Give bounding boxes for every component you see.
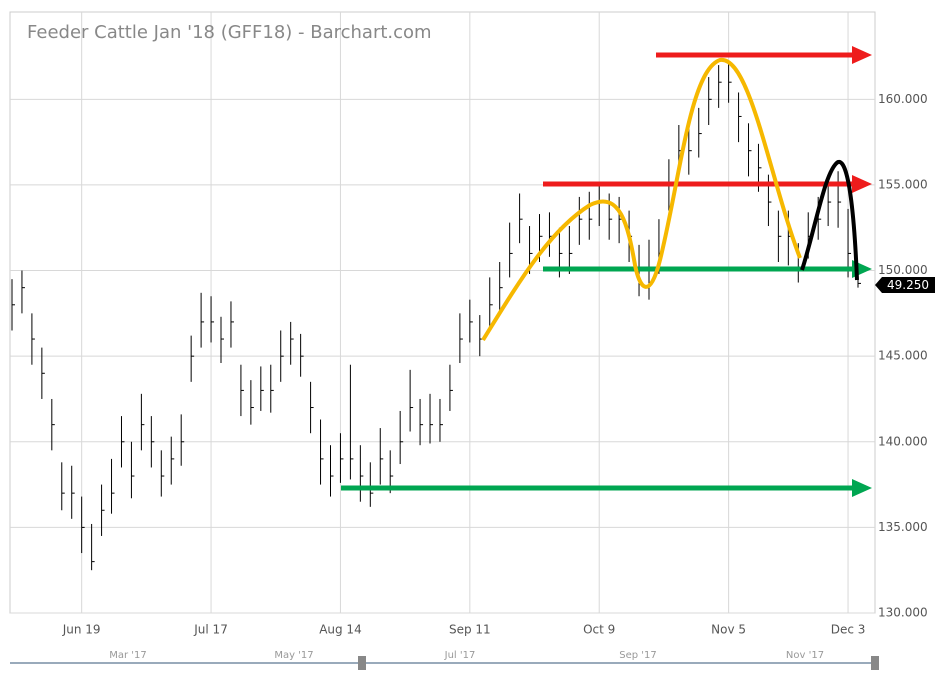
chart-title: Feeder Cattle Jan '18 (GFF18) - Barchart…	[27, 22, 432, 43]
x-tick-label: Nov 5	[711, 623, 746, 637]
navigator-handle[interactable]	[358, 656, 366, 670]
y-tick-label: 135.000	[878, 520, 928, 534]
x-tick-label: Sep 11	[449, 623, 491, 637]
x-tick-label: Jun 19	[62, 623, 101, 637]
last-price: 49.250	[875, 277, 935, 293]
pattern-curve	[481, 57, 802, 342]
navigator-label: Sep '17	[619, 650, 657, 661]
x-tick-label: Jul 17	[193, 623, 228, 637]
y-tick-label: 140.000	[878, 434, 928, 448]
arrow-head	[852, 46, 872, 64]
navigator: Mar '17 May '17 Jul '17 Sep '17 Nov '17	[10, 650, 879, 670]
last-price-label: 49.250	[887, 278, 929, 292]
right-shoulder-curve	[800, 160, 859, 281]
last-price-box	[875, 277, 935, 293]
arrow-head	[852, 479, 872, 497]
navigator-label: Jul '17	[444, 650, 476, 661]
plot-frame	[9, 11, 876, 614]
navigator-handle[interactable]	[871, 656, 879, 670]
y-tick-label: 155.000	[878, 177, 928, 191]
y-tick-label: 145.000	[878, 349, 928, 363]
annotations	[341, 46, 872, 497]
navigator-label: Nov '17	[786, 650, 824, 661]
arrow-head	[852, 175, 872, 193]
x-tick-label: Aug 14	[319, 623, 362, 637]
y-tick-label: 150.000	[878, 263, 928, 277]
x-tick-label: Oct 9	[583, 623, 615, 637]
navigator-label: Mar '17	[109, 650, 147, 661]
y-tick-label: 130.000	[878, 606, 928, 620]
y-tick-label: 160.000	[878, 92, 928, 106]
x-tick-label: Dec 3	[831, 623, 866, 637]
navigator-label: May '17	[274, 650, 313, 661]
